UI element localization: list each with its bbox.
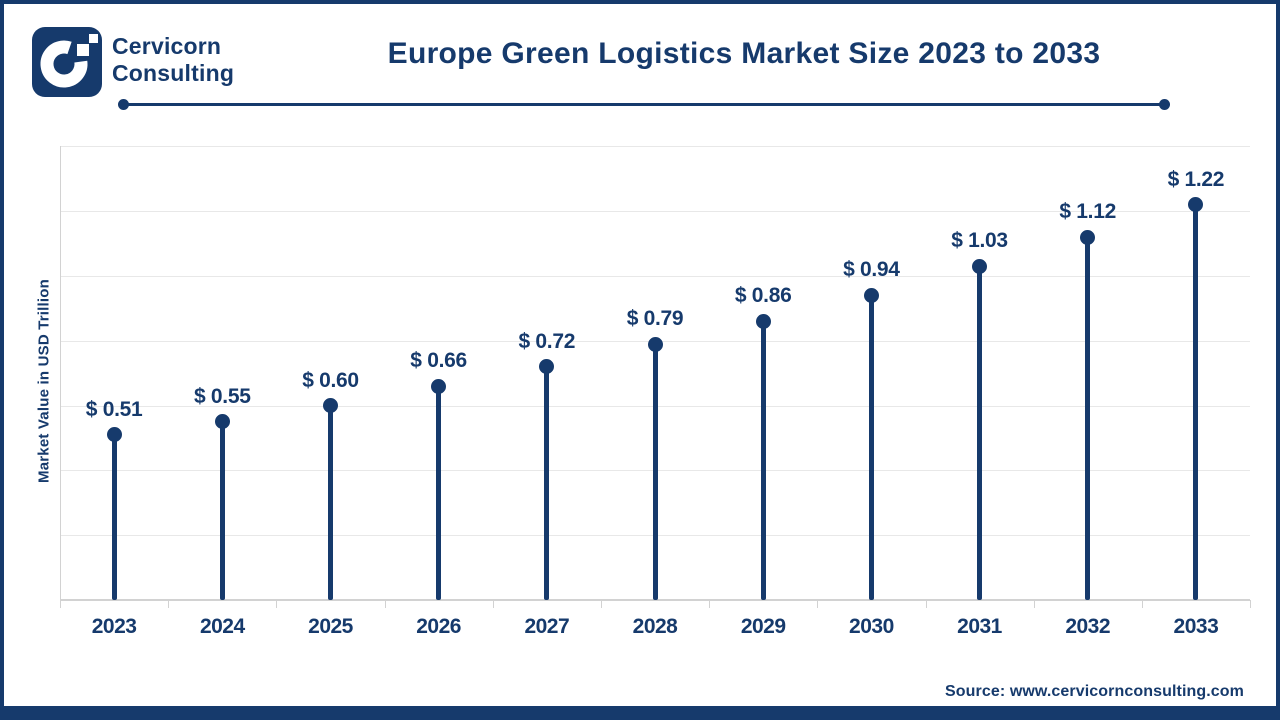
chart-title: Europe Green Logistics Market Size 2023 … <box>387 37 1101 70</box>
value-label: $ 1.22 <box>1167 167 1225 191</box>
x-tick-label: 2024 <box>199 615 245 638</box>
gridline <box>60 211 1250 213</box>
x-tick-label: 2030 <box>849 615 894 638</box>
x-axis-tick <box>817 600 819 608</box>
y-axis-line <box>60 146 61 600</box>
x-tick-label: 2029 <box>740 615 786 638</box>
lollipop-stem <box>219 421 225 600</box>
lollipop-stem <box>436 386 442 600</box>
value-label: $ 0.72 <box>518 329 576 353</box>
data-point-marker <box>647 336 663 352</box>
value-label: $ 0.79 <box>626 307 684 330</box>
x-tick-label: 2026 <box>416 615 461 638</box>
value-label: $ 1.12 <box>1059 200 1116 224</box>
brand-name-line1: Cervicorn <box>112 33 222 59</box>
lollipop-stem <box>977 266 982 600</box>
x-axis-tick <box>1250 600 1251 608</box>
gridline <box>60 276 1250 277</box>
data-point-marker <box>863 287 879 303</box>
y-axis-title: Market Value in USD Trillion <box>35 279 53 483</box>
x-axis-tick <box>276 600 278 608</box>
data-point-marker <box>539 359 555 375</box>
brand-logo-icon <box>32 27 102 97</box>
x-tick-label: 2032 <box>1065 615 1111 638</box>
data-point-marker <box>106 427 122 443</box>
value-label: $ 0.86 <box>734 284 792 308</box>
data-point-marker <box>755 313 771 329</box>
gridline <box>60 146 1250 148</box>
x-axis-tick <box>384 600 386 608</box>
lollipop-stem <box>1085 237 1091 600</box>
value-label: $ 0.51 <box>85 397 143 421</box>
value-label: $ 0.94 <box>843 258 900 282</box>
x-axis-tick <box>60 600 61 608</box>
data-point-marker <box>1188 197 1204 213</box>
brand-name: Cervicorn Consulting <box>112 33 234 87</box>
title-underline <box>118 99 1170 110</box>
lollipop-stem <box>652 344 658 600</box>
value-label: $ 0.60 <box>302 368 359 392</box>
x-axis-tick <box>600 600 602 608</box>
lollipop-stem <box>868 295 874 600</box>
data-point-marker <box>214 414 230 430</box>
brand-name-line2: Consulting <box>112 60 235 86</box>
lollipop-stem <box>760 321 766 600</box>
x-tick-label: 2023 <box>91 615 137 638</box>
lollipop-stem <box>544 366 550 600</box>
data-point-marker <box>972 258 987 274</box>
data-point-marker <box>323 398 338 414</box>
x-axis-tick <box>709 600 711 608</box>
x-axis-tick <box>492 600 494 608</box>
lollipop-stem <box>1193 204 1199 600</box>
x-tick-label: 2031 <box>957 615 1002 638</box>
x-tick-label: 2033 <box>1173 615 1219 638</box>
x-axis-tick <box>1033 600 1035 608</box>
x-axis-line <box>60 599 1250 601</box>
x-axis-tick <box>925 600 927 608</box>
data-point-marker <box>431 378 447 394</box>
value-label: $ 0.55 <box>194 384 251 408</box>
source-note: Source: www.cervicornconsulting.com <box>945 683 1244 700</box>
x-axis-tick <box>168 600 170 608</box>
lollipop-stem <box>111 434 117 600</box>
data-point-marker <box>1080 229 1096 245</box>
x-tick-label: 2028 <box>632 615 678 638</box>
x-tick-label: 2027 <box>524 615 570 638</box>
lollipop-stem <box>328 405 333 600</box>
underline-right-dot <box>1159 99 1170 110</box>
x-tick-label: 2025 <box>308 615 353 638</box>
value-label: $ 0.66 <box>410 349 467 373</box>
bottom-accent-bar <box>4 706 1276 716</box>
x-axis-tick <box>1141 600 1143 608</box>
value-label: $ 1.03 <box>951 229 1008 253</box>
underline-left-dot <box>118 99 129 110</box>
